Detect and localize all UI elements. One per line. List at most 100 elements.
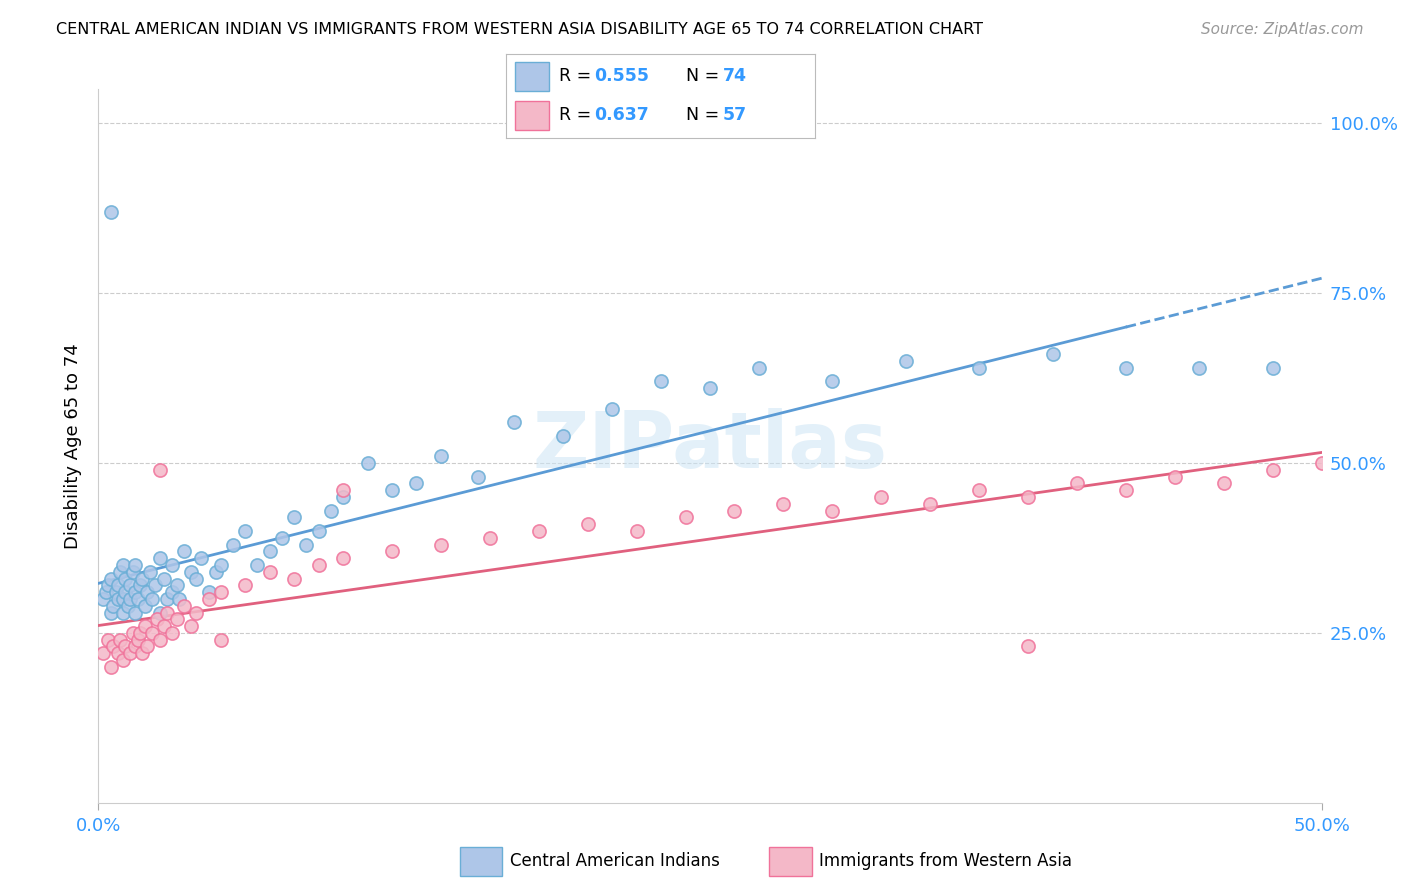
Point <box>166 578 188 592</box>
Point <box>405 476 427 491</box>
Point <box>222 537 245 551</box>
Point <box>121 565 143 579</box>
Point <box>209 632 232 647</box>
Point <box>675 510 697 524</box>
Point <box>626 524 648 538</box>
Point <box>111 558 134 572</box>
Point <box>332 490 354 504</box>
Point <box>120 591 142 606</box>
Point <box>114 585 136 599</box>
Point <box>1017 640 1039 654</box>
Point <box>600 401 623 416</box>
Point <box>1017 490 1039 504</box>
Point <box>149 463 172 477</box>
Point <box>160 585 183 599</box>
Point <box>121 626 143 640</box>
Point <box>1042 347 1064 361</box>
Point <box>129 578 152 592</box>
Point <box>131 572 153 586</box>
Point <box>283 572 305 586</box>
Text: N =: N = <box>686 68 724 86</box>
Point <box>100 660 122 674</box>
Point <box>772 497 794 511</box>
Point <box>149 632 172 647</box>
Point <box>94 585 117 599</box>
Point <box>723 503 745 517</box>
Point <box>650 375 672 389</box>
Point <box>127 632 149 647</box>
Point <box>139 565 162 579</box>
Point <box>111 653 134 667</box>
Point <box>124 558 146 572</box>
Point <box>190 551 212 566</box>
FancyBboxPatch shape <box>516 101 550 130</box>
Point <box>100 204 122 219</box>
Point <box>1115 483 1137 498</box>
FancyBboxPatch shape <box>769 847 811 876</box>
Point <box>107 646 129 660</box>
Text: N =: N = <box>686 106 724 124</box>
Point <box>107 591 129 606</box>
Point <box>160 626 183 640</box>
Y-axis label: Disability Age 65 to 74: Disability Age 65 to 74 <box>65 343 83 549</box>
Point <box>136 585 159 599</box>
Point <box>967 483 990 498</box>
Point <box>430 449 453 463</box>
Point <box>381 544 404 558</box>
Point <box>576 517 599 532</box>
Point <box>111 606 134 620</box>
Point <box>153 572 176 586</box>
Point <box>1261 360 1284 375</box>
Point <box>295 537 318 551</box>
Point <box>136 640 159 654</box>
Point <box>143 578 166 592</box>
Point <box>1261 463 1284 477</box>
Point <box>104 585 127 599</box>
Point <box>205 565 228 579</box>
Point <box>166 612 188 626</box>
Point <box>180 619 202 633</box>
Point <box>246 558 269 572</box>
Point <box>127 591 149 606</box>
Point <box>124 606 146 620</box>
Point <box>117 599 139 613</box>
Text: 74: 74 <box>723 68 747 86</box>
Point <box>186 606 208 620</box>
Text: 0.637: 0.637 <box>595 106 650 124</box>
Text: R =: R = <box>558 68 596 86</box>
Point <box>101 599 124 613</box>
Point <box>527 524 550 538</box>
Point <box>430 537 453 551</box>
Point <box>319 503 342 517</box>
Point <box>97 632 120 647</box>
Point <box>131 646 153 660</box>
Point <box>503 415 526 429</box>
Text: 57: 57 <box>723 106 747 124</box>
Point <box>97 578 120 592</box>
Point <box>146 612 169 626</box>
Point <box>124 585 146 599</box>
Point <box>821 503 844 517</box>
Point <box>120 578 142 592</box>
Text: CENTRAL AMERICAN INDIAN VS IMMIGRANTS FROM WESTERN ASIA DISABILITY AGE 65 TO 74 : CENTRAL AMERICAN INDIAN VS IMMIGRANTS FR… <box>56 22 983 37</box>
Text: Immigrants from Western Asia: Immigrants from Western Asia <box>820 852 1073 870</box>
Point <box>381 483 404 498</box>
Point <box>156 591 179 606</box>
Point <box>1115 360 1137 375</box>
Point <box>141 591 163 606</box>
Point <box>478 531 501 545</box>
Point <box>129 626 152 640</box>
Point <box>308 524 330 538</box>
Point <box>270 531 294 545</box>
Point <box>821 375 844 389</box>
Point <box>100 606 122 620</box>
Point <box>283 510 305 524</box>
Point <box>1212 476 1234 491</box>
Point <box>107 578 129 592</box>
Point <box>870 490 893 504</box>
Point <box>467 469 489 483</box>
Point <box>197 585 219 599</box>
Point <box>149 606 172 620</box>
Point <box>209 558 232 572</box>
Point <box>967 360 990 375</box>
